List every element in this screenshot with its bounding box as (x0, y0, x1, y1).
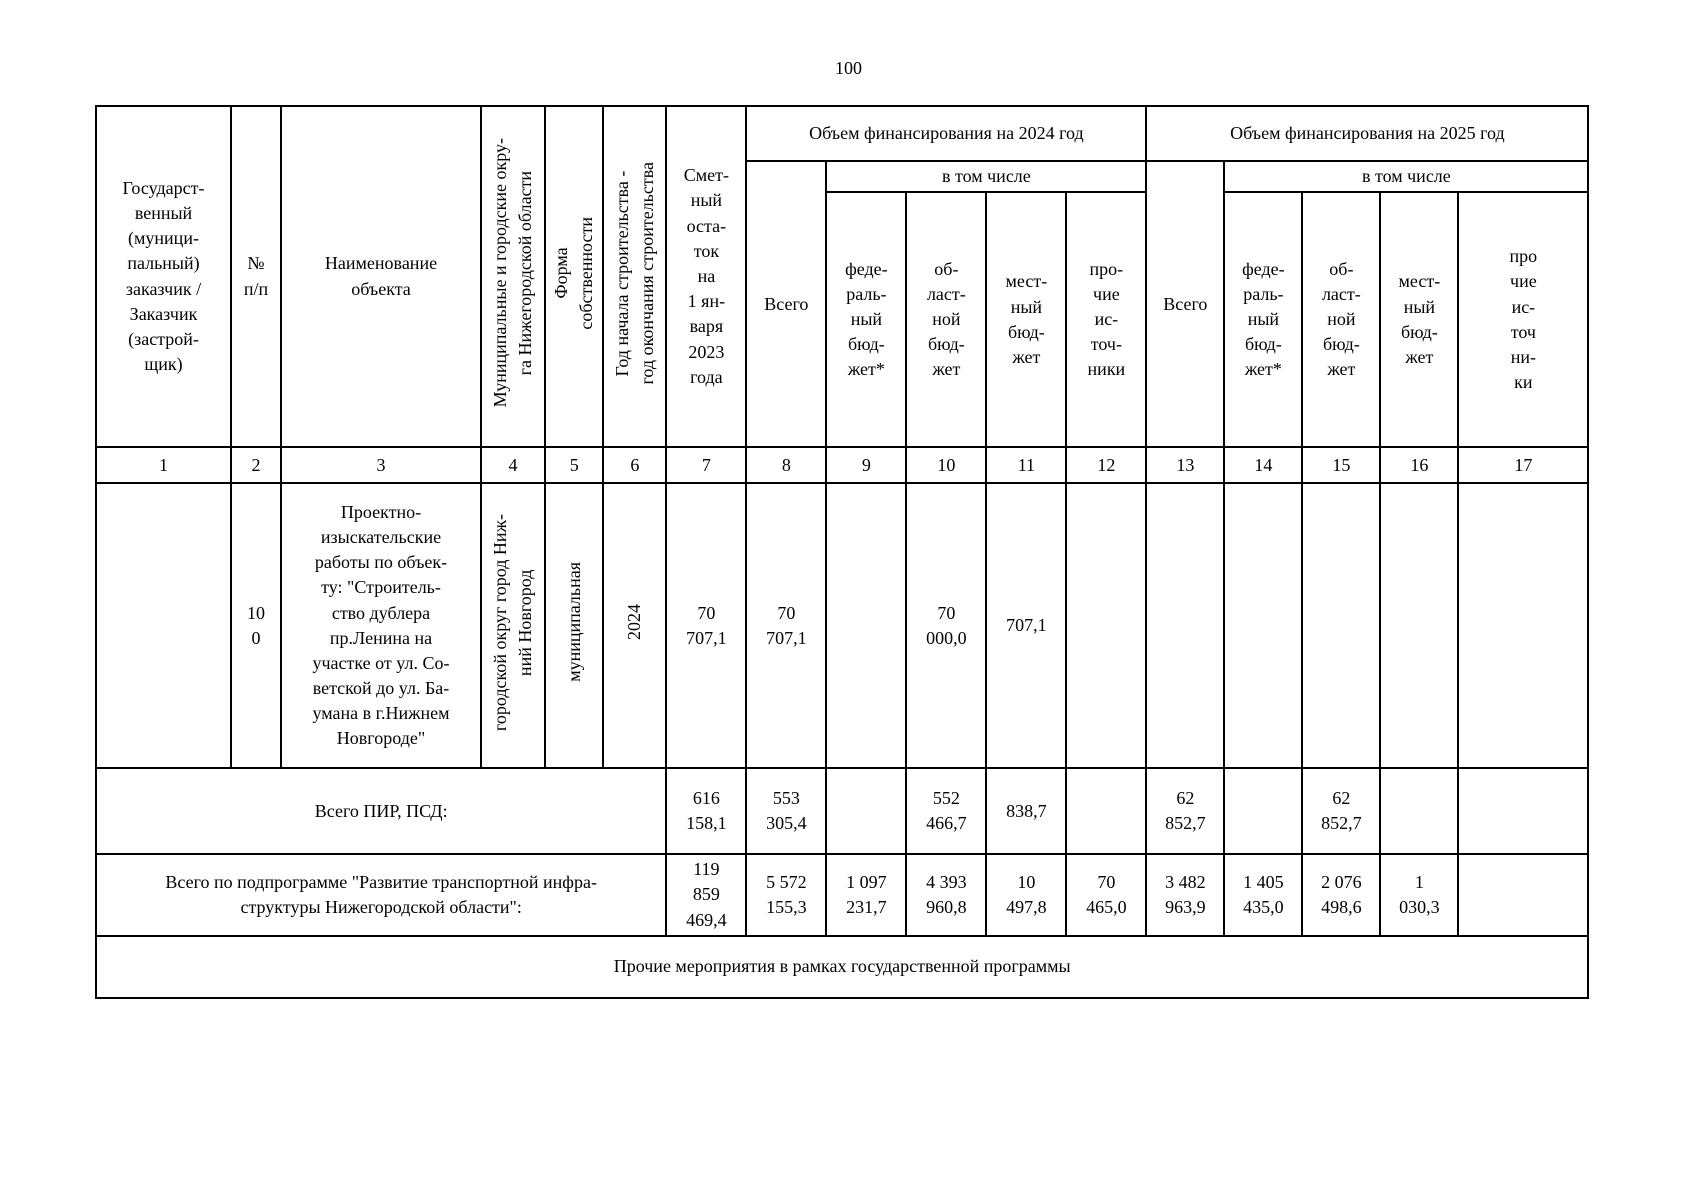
project-municipality-text: городской округ город Ниж- ний Новгород (489, 513, 535, 731)
total-pir-total-2024-cell: 553 305,4 (745, 767, 828, 856)
col-number-12: 12 (1065, 446, 1148, 485)
project-regional-2024-cell: 70 000,0 (905, 482, 988, 770)
project-customer-cell (95, 482, 232, 770)
header-years-text: Год начала строительства - год окончания… (611, 161, 657, 385)
header-budget-row: феде- раль- ный бюд- жет* об- ласт- ной … (96, 191, 1590, 449)
subprogram-balance-cell: 119 859 469,4 (665, 853, 748, 937)
header-regional-2024: об- ласт- ной бюд- жет (905, 191, 988, 449)
project-municipality-cell: городской округ город Ниж- ний Новгород (480, 482, 546, 770)
header-financing-2025: Объем финансирования на 2025 год (1145, 105, 1590, 162)
project-years-text: 2024 (624, 604, 645, 641)
subprogram-other-2024-cell: 70 465,0 (1065, 853, 1148, 937)
header-including-2025: в том числе (1223, 159, 1590, 194)
project-other-2024-cell (1065, 482, 1148, 770)
header-financing-2024: Объем финансирования на 2024 год (745, 105, 1148, 162)
subprogram-label: Всего по подпрограмме "Развитие транспор… (94, 853, 668, 937)
col-number-3: 3 (280, 446, 482, 485)
financing-table: Государст- венный (муници- пальный) зака… (94, 104, 1590, 999)
col-number-6: 6 (602, 446, 668, 485)
project-number-cell: 10 0 (230, 482, 282, 770)
header-total-2024: Всего (745, 159, 828, 449)
subprogram-federal-2025-cell: 1 405 435,0 (1223, 853, 1304, 937)
total-pir-federal-2025-cell (1223, 767, 1304, 856)
header-other-2024: про- чие ис- точ- ники (1065, 191, 1148, 449)
header-municipality-text: Муниципальные и городские окру- га Нижег… (489, 138, 535, 408)
col-number-7: 7 (665, 446, 748, 485)
total-pir-balance-cell: 616 158,1 (665, 767, 748, 856)
header-row-num: № п/п (230, 104, 282, 449)
header-total-2025: Всего (1145, 159, 1226, 449)
total-pir-local-2024-cell: 838,7 (985, 767, 1068, 856)
header-object-name: Наименование объекта (280, 104, 482, 449)
col-number-14: 14 (1223, 446, 1304, 485)
header-federal-2024: феде- раль- ный бюд- жет* (825, 191, 908, 449)
total-pir-row: Всего ПИР, ПСД: 616 158,1 553 305,4 552 … (94, 767, 1590, 856)
col-number-13: 13 (1145, 446, 1226, 485)
project-balance-cell: 70 707,1 (665, 482, 748, 770)
header-regional-2025: об- ласт- ной бюд- жет (1301, 191, 1382, 449)
subprogram-regional-2024-cell: 4 393 960,8 (905, 853, 988, 937)
subprogram-other-2025-cell (1457, 853, 1590, 937)
project-regional-2025-cell (1301, 482, 1382, 770)
header-customer: Государст- венный (муници- пальный) зака… (95, 104, 232, 449)
subprogram-total-2024-cell: 5 572 155,3 (745, 853, 828, 937)
total-pir-federal-2024-cell (825, 767, 908, 856)
header-federal-2025: феде- раль- ный бюд- жет* (1223, 191, 1304, 449)
subprogram-total-2025-cell: 3 482 963,9 (1145, 853, 1226, 937)
header-municipality: Муниципальные и городские окру- га Нижег… (480, 104, 546, 449)
project-years-cell: 2024 (602, 482, 668, 770)
subprogram-federal-2024-cell: 1 097 231,7 (825, 853, 908, 937)
total-pir-regional-2025-cell: 62 852,7 (1301, 767, 1382, 856)
project-total-2024-cell: 70 707,1 (745, 482, 828, 770)
project-local-2024-cell: 707,1 (985, 482, 1068, 770)
col-number-10: 10 (905, 446, 988, 485)
header-group-row: Государст- венный (муници- пальный) зака… (95, 104, 1590, 449)
header-other-2025: про чие ис- точ ни- ки (1457, 191, 1590, 449)
col-number-4: 4 (480, 446, 546, 485)
header-ownership: Форма собственности (543, 104, 605, 449)
header-local-2024: мест- ный бюд- жет (985, 191, 1068, 449)
header-including-2024: в том числе (825, 159, 1148, 194)
subprogram-local-2025-cell: 1 030,3 (1379, 853, 1460, 937)
subprogram-local-2024-cell: 10 497,8 (985, 853, 1068, 937)
subprogram-regional-2025-cell: 2 076 498,6 (1301, 853, 1382, 937)
total-pir-local-2025-cell (1379, 767, 1460, 856)
header-local-2025: мест- ный бюд- жет (1379, 191, 1460, 449)
project-ownership-text: муниципальная (563, 562, 584, 682)
project-other-2025-cell (1457, 482, 1590, 770)
col-number-5: 5 (543, 446, 605, 485)
project-local-2025-cell (1379, 482, 1460, 770)
project-name-cell: Проектно- изыскательские работы по объек… (280, 482, 482, 770)
header-ownership-text: Форма собственности (551, 216, 597, 330)
project-row: 10 0 Проектно- изыскательские работы по … (95, 482, 1590, 770)
col-number-9: 9 (825, 446, 908, 485)
subprogram-total-row: Всего по подпрограмме "Развитие транспор… (94, 853, 1590, 937)
header-years: Год начала строительства - год окончания… (602, 104, 668, 449)
project-total-2025-cell (1145, 482, 1226, 770)
total-pir-other-2024-cell (1065, 767, 1148, 856)
column-numbers-row: 1 2 3 4 5 6 7 8 9 10 11 12 13 14 15 16 1… (95, 446, 1590, 485)
col-number-16: 16 (1379, 446, 1460, 485)
col-number-1: 1 (95, 446, 232, 485)
total-pir-other-2025-cell (1457, 767, 1590, 856)
total-pir-total-2025-cell: 62 852,7 (1145, 767, 1226, 856)
col-number-17: 17 (1457, 446, 1590, 485)
total-pir-regional-2024-cell: 552 466,7 (905, 767, 988, 856)
col-number-11: 11 (985, 446, 1068, 485)
project-federal-2024-cell (825, 482, 908, 770)
project-federal-2025-cell (1223, 482, 1304, 770)
total-pir-label: Всего ПИР, ПСД: (94, 767, 668, 856)
other-activities-row: Прочие мероприятия в рамках государствен… (94, 934, 1590, 999)
header-balance: Смет- ный оста- ток на 1 ян- варя 2023 г… (665, 104, 748, 449)
col-number-2: 2 (230, 446, 282, 485)
project-ownership-cell: муниципальная (543, 482, 605, 770)
col-number-15: 15 (1301, 446, 1382, 485)
col-number-8: 8 (745, 446, 828, 485)
page-number: 100 (835, 58, 862, 78)
header-including-row: Всего в том числе Всего в том числе (96, 159, 1590, 449)
other-activities-label: Прочие мероприятия в рамках государствен… (94, 934, 1590, 999)
